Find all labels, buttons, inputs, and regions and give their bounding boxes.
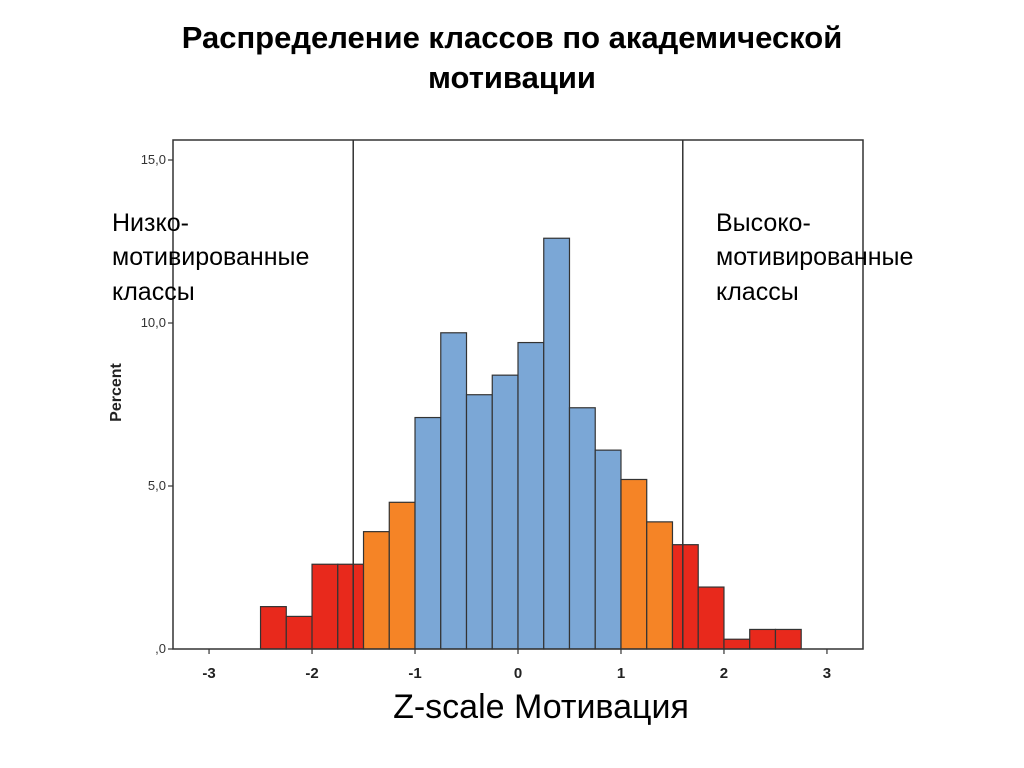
histogram-bar-19 — [749, 628, 777, 650]
histogram-bar-15 — [646, 521, 674, 650]
x-tick-label-3: 0 — [514, 665, 522, 682]
histogram-bar-5 — [388, 501, 416, 650]
histogram-bar-3 — [337, 563, 365, 650]
x-tick-label-5: 2 — [720, 665, 728, 682]
histogram-bar-17 — [697, 586, 725, 650]
page-title-line-2: мотивации — [428, 60, 596, 95]
histogram-bar-10 — [517, 341, 545, 650]
annotation-high-line-1: Высоко- — [716, 209, 811, 237]
thresholds-layer — [352, 140, 684, 649]
histogram-bar-13 — [594, 449, 622, 650]
histogram-bar-7 — [440, 332, 468, 650]
histogram-bar-9 — [491, 374, 519, 650]
y-tick-label-0: ,0 — [155, 641, 166, 656]
histogram-bar-14 — [620, 478, 648, 650]
annotation-high-line-2: мотивированные — [716, 243, 913, 271]
x-axis-label: Z-scale Мотивация — [393, 688, 689, 726]
histogram-bar-0 — [259, 606, 287, 650]
y-tick-label-2: 10,0 — [141, 315, 166, 330]
y-axis-label: Percent — [108, 362, 125, 421]
histogram-bar-16 — [671, 544, 699, 650]
x-tick-label-0: -3 — [202, 665, 215, 682]
histogram-bar-8 — [465, 394, 493, 650]
histogram-bar-20 — [774, 628, 802, 650]
histogram-bar-6 — [414, 416, 442, 650]
histogram-bar-12 — [568, 407, 596, 650]
histogram-bar-1 — [285, 615, 313, 650]
y-tick-label-1: 5,0 — [148, 478, 166, 493]
annotation-high-line-3: классы — [716, 278, 799, 306]
x-axis: -3 -2 -1 0 1 2 3 — [202, 649, 831, 682]
annotation-low-line-1: Низко- — [112, 209, 189, 237]
histogram-bar-4 — [362, 531, 390, 650]
page-title: Распределение классов по академической м… — [0, 18, 1024, 98]
y-axis: ,0 5,0 10,0 15,0 — [141, 152, 173, 656]
x-tick-label-1: -2 — [305, 665, 318, 682]
histogram-bar-2 — [311, 563, 339, 650]
page-title-line-1: Распределение классов по академической — [181, 20, 843, 55]
annotation-high: Высоко- мотивированные классы — [716, 209, 913, 306]
x-tick-label-4: 1 — [617, 665, 625, 682]
y-tick-label-3: 15,0 — [141, 152, 166, 167]
histogram-bar-11 — [543, 237, 571, 650]
histogram-bar-18 — [723, 638, 751, 650]
x-tick-label-6: 3 — [823, 665, 831, 682]
annotation-low-line-3: классы — [112, 278, 195, 306]
annotation-low: Низко- мотивированные классы — [112, 209, 309, 306]
bars-layer — [259, 237, 802, 650]
x-tick-label-2: -1 — [408, 665, 421, 682]
annotation-low-line-2: мотивированные — [112, 243, 309, 271]
